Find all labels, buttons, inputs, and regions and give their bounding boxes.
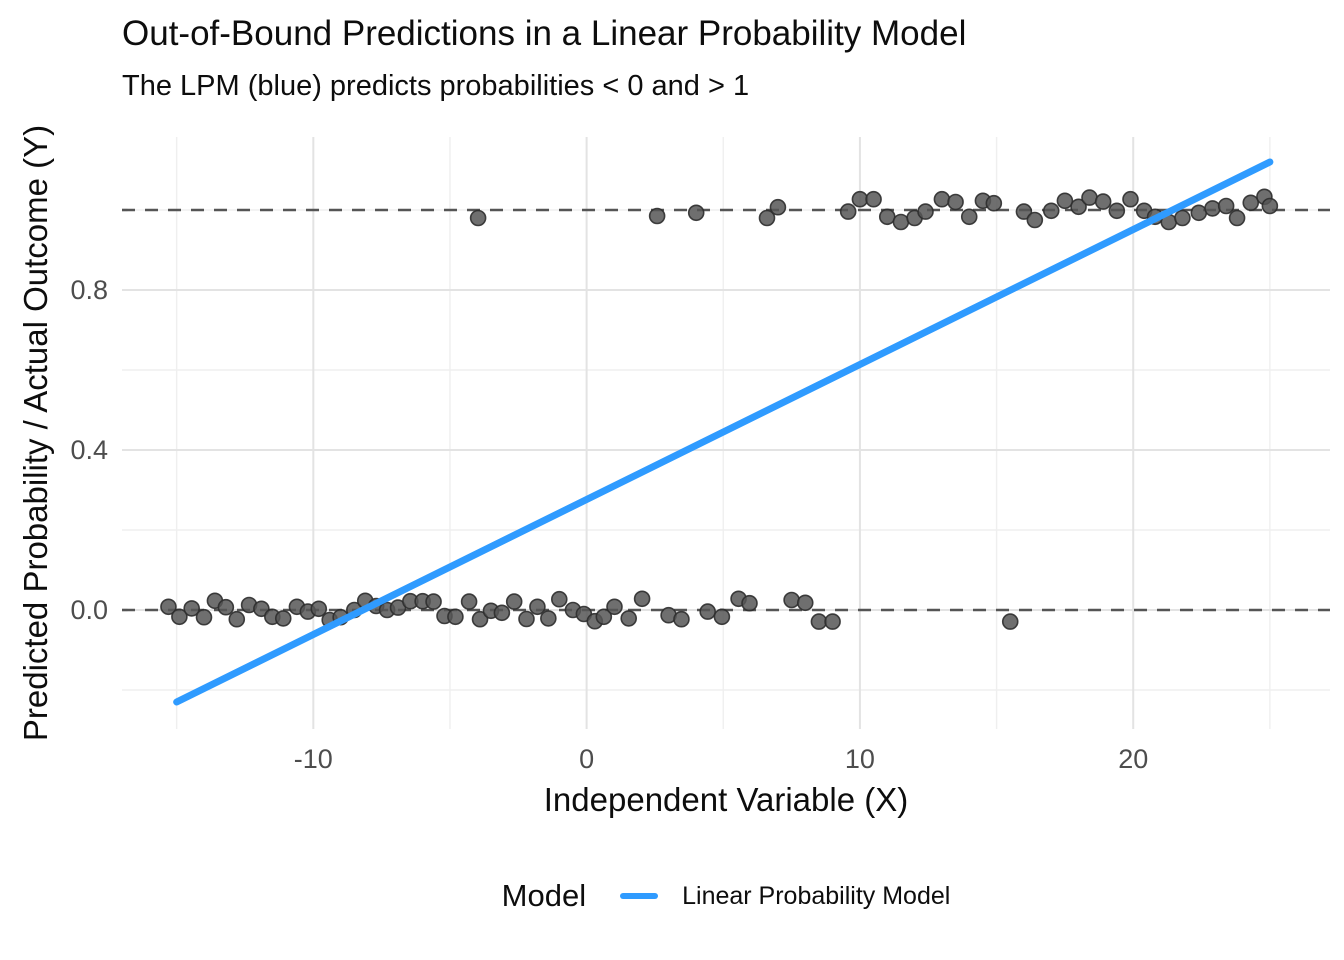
- y-tick-label: 0.0: [70, 595, 108, 625]
- data-point: [505, 593, 523, 610]
- data-point: [471, 610, 489, 628]
- data-point: [529, 598, 546, 616]
- data-point: [1174, 209, 1191, 227]
- y-tick-label: 0.4: [70, 435, 108, 465]
- x-axis-title: Independent Variable (X): [543, 781, 909, 818]
- data-point: [783, 591, 800, 609]
- data-point: [960, 208, 978, 226]
- data-point: [673, 610, 690, 628]
- data-point: [493, 604, 511, 622]
- legend-line-swatch: [620, 893, 659, 899]
- data-point: [1042, 202, 1060, 220]
- data-point: [228, 610, 246, 628]
- data-point: [851, 190, 869, 208]
- data-point: [1242, 194, 1260, 212]
- data-point: [985, 194, 1003, 212]
- y-tick-label: 0.8: [70, 275, 108, 305]
- legend: Model Linear Probability Model: [122, 866, 1330, 926]
- y-axis-title: Predicted Probability / Actual Outcome (…: [17, 124, 54, 742]
- data-point: [1094, 193, 1112, 210]
- data-point: [1108, 202, 1126, 220]
- data-point: [595, 608, 613, 626]
- data-point: [620, 610, 638, 627]
- data-point: [447, 608, 464, 626]
- x-tick-label: 10: [845, 744, 875, 774]
- x-tick-label: 0: [579, 744, 594, 774]
- chart-title: Out-of-Bound Predictions in a Linear Pro…: [122, 14, 967, 53]
- data-point: [606, 598, 623, 616]
- data-point: [195, 608, 213, 626]
- data-point: [518, 610, 535, 628]
- data-point: [469, 209, 487, 227]
- data-point: [1190, 204, 1208, 222]
- data-point: [1081, 189, 1098, 206]
- data-point: [550, 590, 568, 608]
- data-point: [183, 600, 200, 617]
- data-point: [1056, 192, 1074, 210]
- data-point: [1001, 613, 1019, 630]
- data-point: [217, 598, 235, 616]
- data-point: [274, 610, 292, 627]
- data-point: [1015, 203, 1033, 220]
- data-point: [648, 207, 666, 225]
- data-point: [699, 603, 716, 620]
- x-tick-label: 20: [1118, 744, 1148, 774]
- data-point: [425, 593, 442, 610]
- data-point: [1070, 198, 1087, 216]
- data-point: [839, 203, 857, 220]
- data-point: [1204, 200, 1221, 217]
- data-point: [892, 213, 910, 231]
- data-point: [810, 613, 828, 630]
- legend-item-label: Linear Probability Model: [682, 881, 951, 910]
- data-point: [460, 593, 478, 610]
- data-point: [917, 203, 934, 220]
- data-point: [758, 209, 776, 227]
- data-point: [171, 608, 188, 626]
- data-point: [310, 600, 328, 618]
- data-point: [540, 610, 557, 627]
- data-point: [253, 600, 270, 618]
- data-point: [769, 198, 787, 216]
- data-point: [933, 190, 951, 208]
- data-point: [713, 608, 731, 626]
- data-point: [687, 204, 705, 222]
- data-point: [633, 590, 651, 608]
- legend-title: Model: [501, 878, 587, 913]
- data-point: [1261, 197, 1279, 215]
- lpm-line: [173, 158, 1274, 706]
- data-point: [796, 594, 814, 612]
- data-point: [741, 594, 758, 612]
- data-point: [1217, 197, 1235, 215]
- data-point: [947, 193, 964, 211]
- chart-subtitle: The LPM (blue) predicts probabilities < …: [122, 70, 750, 102]
- data-point: [878, 208, 896, 226]
- data-point: [1122, 190, 1139, 208]
- data-point: [824, 613, 841, 630]
- data-point: [160, 598, 177, 616]
- data-point: [1026, 211, 1044, 229]
- data-point: [1228, 209, 1246, 227]
- data-point: [865, 190, 882, 208]
- x-tick-label: -10: [294, 744, 333, 774]
